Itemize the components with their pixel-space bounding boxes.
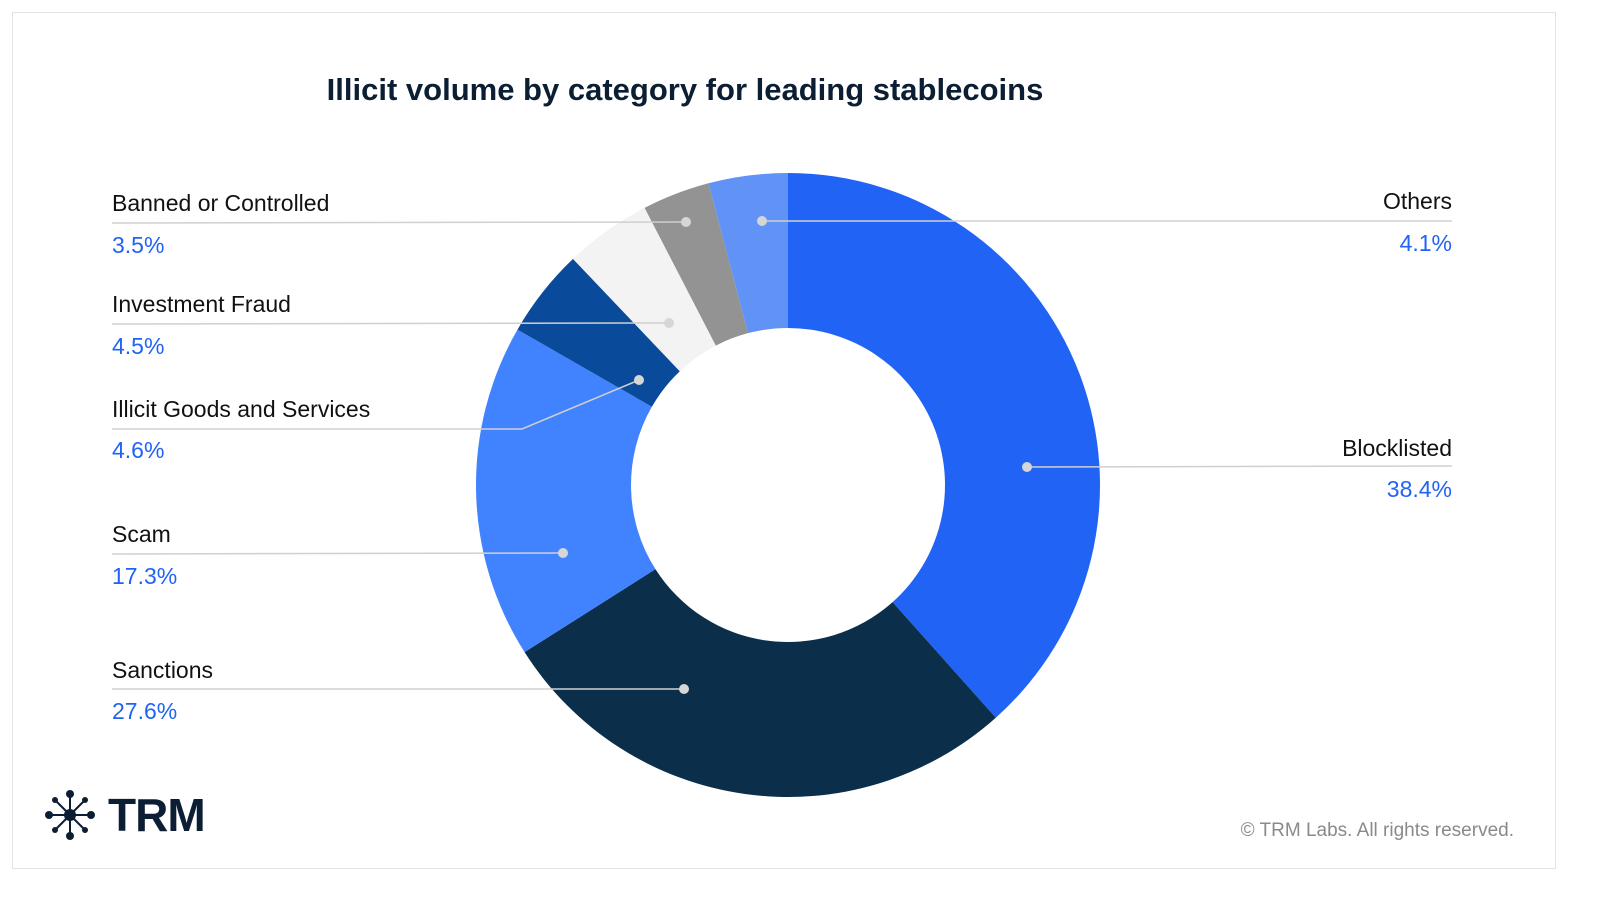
pct-sanctions: 27.6% (112, 698, 178, 724)
slice-investment-fraud (572, 207, 716, 372)
slice-sanctions (524, 569, 996, 797)
label-blocklisted: Blocklisted (1342, 435, 1452, 461)
leader-dot-scam (558, 548, 568, 558)
slice-blocklisted (788, 173, 1100, 718)
pct-banned: 3.5% (112, 232, 165, 258)
leader-line-scam (111, 552, 564, 555)
leader-dot-sanctions (679, 684, 689, 694)
slice-illicit-goods-and-services (517, 258, 680, 407)
leader-line-illicit-goods-and-services (112, 379, 640, 430)
label-investment-fraud: Investment Fraud (112, 291, 291, 317)
leader-line-blocklisted (1026, 465, 1453, 468)
network-star-icon (45, 790, 95, 840)
pct-investment-fraud: 4.5% (112, 333, 165, 359)
logo-text: TRM (108, 789, 206, 841)
chart-frame (12, 12, 1556, 869)
leader-dot-banned-or-controlled (681, 217, 691, 227)
label-illicit-goods: Illicit Goods and Services (112, 396, 371, 422)
trm-logo: TRM (44, 788, 206, 842)
label-scam: Scam (112, 521, 171, 547)
leader-line-banned-or-controlled (111, 221, 687, 224)
pct-scam: 17.3% (112, 563, 178, 589)
leader-dot-blocklisted (1022, 462, 1032, 472)
chart-title: Illicit volume by category for leading s… (326, 72, 1044, 107)
leader-dot-others (757, 216, 767, 226)
slice-banned-or-controlled (644, 183, 749, 346)
label-others: Others (1382, 188, 1452, 214)
label-banned: Banned or Controlled (112, 190, 330, 216)
slice-scam (475, 329, 656, 653)
pct-blocklisted: 38.4% (1386, 476, 1452, 502)
leader-dot-investment-fraud (664, 318, 674, 328)
pct-illicit-goods: 4.6% (112, 437, 165, 463)
slice-others (708, 173, 788, 334)
label-sanctions: Sanctions (112, 657, 214, 683)
pct-others: 4.1% (1399, 230, 1452, 256)
leader-line-investment-fraud (111, 322, 670, 325)
copyright: © TRM Labs. All rights reserved. (1240, 820, 1514, 841)
leader-dot-illicit-goods-and-services (634, 375, 644, 385)
